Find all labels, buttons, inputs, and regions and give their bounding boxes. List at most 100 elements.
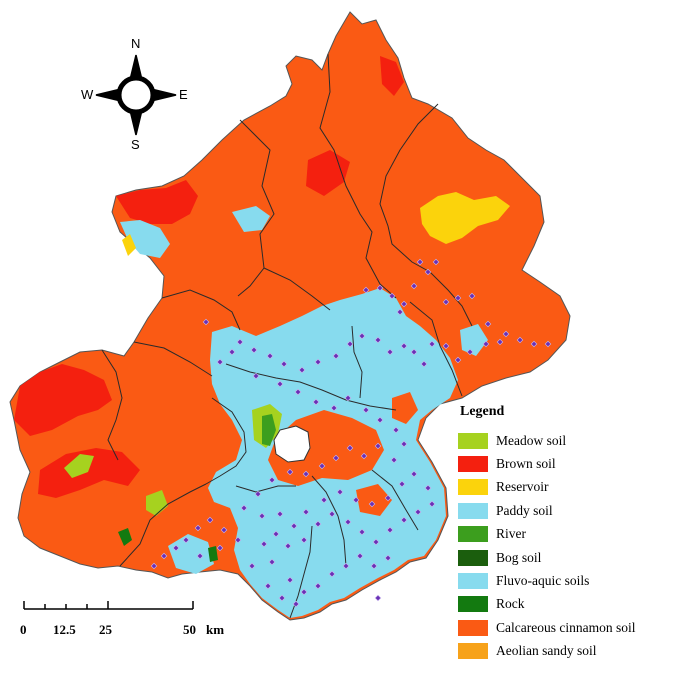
brown-soil-northeast	[380, 56, 404, 96]
legend-label: Calcareous cinnamon soil	[496, 619, 636, 635]
sample-point	[258, 512, 266, 520]
river-center	[262, 414, 276, 446]
legend-swatch	[458, 573, 488, 590]
sample-point	[374, 442, 382, 450]
sample-point	[400, 300, 408, 308]
legend-label: Meadow soil	[496, 432, 567, 448]
sample-point	[314, 520, 322, 528]
legend-label: Brown soil	[496, 456, 556, 472]
fluvo-aquic-east-strip	[460, 324, 488, 356]
sample-point	[254, 490, 262, 498]
sample-point	[376, 416, 384, 424]
sample-point	[384, 554, 392, 562]
sample-point	[428, 500, 436, 508]
sample-point	[376, 284, 384, 292]
legend-label: Aeolian sandy soil	[496, 643, 597, 659]
legend-item: Paddy soil	[458, 499, 672, 522]
fluvo-aquic-north	[232, 206, 270, 232]
sample-point	[320, 496, 328, 504]
sample-point	[300, 588, 308, 596]
legend-swatch	[458, 526, 488, 543]
sample-point	[298, 366, 306, 374]
sample-point	[414, 508, 422, 516]
sample-point	[332, 454, 340, 462]
scale-tick-0: 0	[20, 622, 27, 637]
sample-point	[370, 562, 378, 570]
sample-point	[202, 318, 210, 326]
sample-point	[276, 380, 284, 388]
legend-item: Reservoir	[458, 476, 672, 499]
brown-soil-south	[38, 448, 140, 498]
legend-item: River	[458, 523, 672, 546]
scale-tick-25: 25	[99, 622, 112, 637]
reservoir-guanting	[122, 234, 136, 256]
sample-point	[424, 268, 432, 276]
sample-point	[392, 426, 400, 434]
legend-swatch	[458, 643, 488, 660]
legend-item: Rock	[458, 593, 672, 616]
district-boundaries	[101, 53, 473, 619]
sample-point	[374, 594, 382, 602]
sample-point	[182, 536, 190, 544]
sample-point	[276, 510, 284, 518]
sample-point	[292, 600, 300, 608]
sample-point	[302, 508, 310, 516]
legend-items: Meadow soil Brown soil Reservoir Paddy soil…	[458, 429, 672, 663]
legend-swatch	[458, 456, 488, 473]
sample-point	[390, 456, 398, 464]
legend-label: Rock	[496, 596, 525, 612]
sample-point	[424, 484, 432, 492]
sample-point	[194, 524, 202, 532]
legend-label: Bog soil	[496, 549, 542, 565]
sample-point	[400, 516, 408, 524]
sample-point	[482, 340, 490, 348]
sample-point	[386, 348, 394, 356]
fluvo-aquic-southwest	[168, 534, 214, 574]
sample-point	[368, 500, 376, 508]
sample-point	[240, 504, 248, 512]
sample-point	[454, 294, 462, 302]
legend-swatch	[458, 502, 488, 519]
sample-point	[312, 398, 320, 406]
sample-point	[314, 582, 322, 590]
sample-point	[372, 538, 380, 546]
sample-point	[362, 286, 370, 294]
sample-point	[264, 582, 272, 590]
scale-tick-12-5: 12.5	[53, 622, 76, 637]
legend-item: Bog soil	[458, 546, 672, 569]
sample-point	[172, 544, 180, 552]
sample-point	[358, 528, 366, 536]
sample-point	[160, 552, 168, 560]
legend-item: Meadow soil	[458, 429, 672, 452]
sample-point	[496, 338, 504, 346]
legend-title: Legend	[460, 404, 505, 419]
sample-point	[228, 348, 236, 356]
sample-point	[396, 308, 404, 316]
brown-soil-north-west	[116, 180, 198, 224]
legend-swatch	[458, 596, 488, 613]
sample-point	[386, 526, 394, 534]
sample-point	[280, 360, 288, 368]
sample-point	[286, 468, 294, 476]
brown-soil-north	[306, 150, 350, 196]
reservoir-miyun	[420, 192, 510, 244]
sample-point	[260, 540, 268, 548]
sample-point	[356, 552, 364, 560]
scale-tick-50: 50	[183, 622, 196, 637]
scale-unit: km	[206, 622, 225, 637]
sample-point	[352, 496, 360, 504]
sample-point	[342, 562, 350, 570]
sample-point	[346, 340, 354, 348]
sample-point	[284, 542, 292, 550]
compass-south-label: S	[131, 137, 140, 152]
sample-point	[410, 282, 418, 290]
sample-point	[400, 440, 408, 448]
legend-label: Reservoir	[496, 479, 549, 495]
sample-point	[388, 292, 396, 300]
sample-point	[466, 348, 474, 356]
compass-west-label: W	[81, 87, 94, 102]
sample-point	[268, 558, 276, 566]
sample-point	[252, 372, 260, 380]
